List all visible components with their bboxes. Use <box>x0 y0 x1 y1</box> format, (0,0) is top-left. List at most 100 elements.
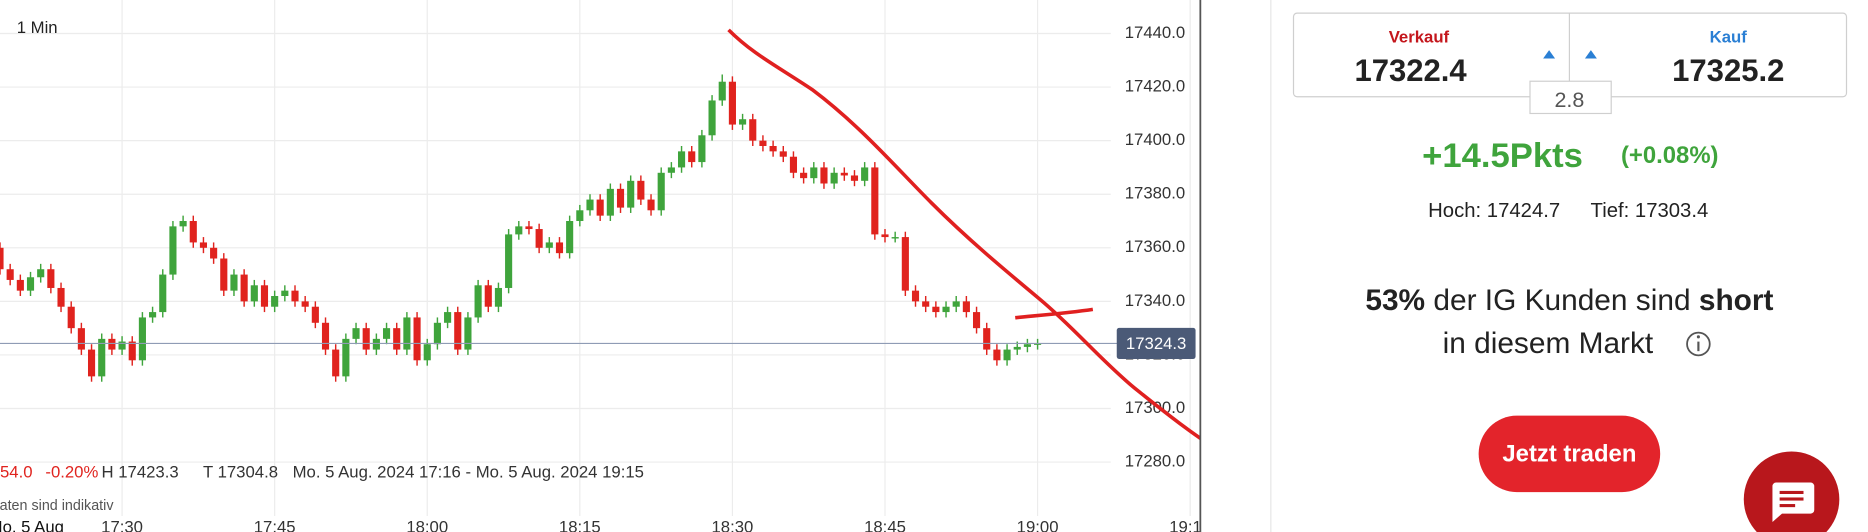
candle-body <box>281 290 289 297</box>
candle-body <box>637 180 645 200</box>
candle-body <box>525 226 533 230</box>
x-tick-label: 18:00 <box>406 517 448 532</box>
candle-body <box>128 341 136 361</box>
candle-body <box>1013 346 1021 350</box>
candle-body <box>789 156 798 173</box>
y-tick-label: 17380.0 <box>1125 184 1185 203</box>
candle-body <box>616 188 625 208</box>
chat-button[interactable] <box>1743 451 1840 532</box>
candle-body <box>199 242 208 248</box>
candle-body <box>210 247 218 259</box>
candle-body <box>840 172 848 176</box>
candle-body <box>423 344 431 361</box>
candle-body <box>830 172 838 184</box>
sentiment-text: der IG Kunden sind <box>1425 284 1699 317</box>
candle-body <box>413 317 421 361</box>
candle-body <box>810 167 818 179</box>
candle-body <box>769 146 777 152</box>
x-tick-label: 17:45 <box>254 517 296 532</box>
candle-body <box>586 199 594 211</box>
candle-body <box>881 234 889 238</box>
buy-label: Kauf <box>1710 28 1748 47</box>
candle-body <box>708 100 716 136</box>
grid <box>0 0 1191 516</box>
candle-body <box>942 306 950 313</box>
candle-body <box>1034 343 1042 345</box>
candle-body <box>596 199 604 216</box>
last-price-label: 17324.3 <box>1126 334 1186 353</box>
candle-body <box>250 285 258 302</box>
sell-price: 17322.4 <box>1354 53 1467 88</box>
candle-body <box>657 172 665 211</box>
arrow <box>1584 50 1597 59</box>
annotation-line <box>727 28 1201 441</box>
candles <box>0 74 1042 382</box>
candle-body <box>688 151 696 163</box>
x-tick-label: 18:15 <box>559 517 601 532</box>
candle-body <box>98 338 106 377</box>
trade-button[interactable]: Jetzt traden <box>1478 415 1661 493</box>
candle-body <box>922 301 930 307</box>
candle-body <box>484 285 492 307</box>
candle-body <box>393 328 401 350</box>
candle-body <box>891 237 899 239</box>
candle-body <box>26 277 35 291</box>
buy-button[interactable]: Kauf 17325.2 <box>1584 28 1784 88</box>
footer-change-pct: -0.20% <box>45 462 98 481</box>
candle-body <box>220 258 228 291</box>
candle-body <box>240 274 248 302</box>
x-tick-label: 19:15 <box>1169 517 1211 532</box>
candle-body <box>576 210 584 222</box>
candle-body <box>698 135 706 163</box>
candle-body <box>464 317 472 350</box>
candle-body <box>474 285 482 318</box>
candle-body <box>1003 349 1011 361</box>
sell-label: Verkauf <box>1389 28 1450 47</box>
candle-body <box>983 328 991 350</box>
y-tick-label: 17420.0 <box>1125 76 1185 95</box>
candle-body <box>932 306 940 313</box>
candle-body <box>57 287 65 307</box>
candle-body <box>362 328 370 350</box>
candle-body <box>850 175 859 181</box>
candle-body <box>1023 344 1031 347</box>
candle-body <box>16 279 24 291</box>
candle-body <box>779 151 787 157</box>
candle-body <box>901 237 909 291</box>
x-tick-label: 18:45 <box>864 517 906 532</box>
candle-body <box>352 328 360 339</box>
candle-body <box>647 199 655 211</box>
candle-body <box>535 229 543 248</box>
candle-body <box>342 338 350 377</box>
candle-body <box>728 81 736 125</box>
x-tick-label: 19:00 <box>1017 517 1059 532</box>
annotation-mark <box>1015 307 1094 320</box>
candle-body <box>271 296 279 307</box>
candle-body <box>759 140 767 147</box>
y-tick-label: 17300.0 <box>1125 398 1185 417</box>
candle-body <box>911 290 920 302</box>
timeframe[interactable]: 1 Min <box>17 18 58 37</box>
sell-button[interactable]: Verkauf 17322.4 <box>1354 28 1556 88</box>
candle-body <box>67 306 75 329</box>
candle-body <box>606 188 614 216</box>
info-icon[interactable] <box>1686 331 1711 357</box>
x-tick-label: 18:30 <box>711 517 753 532</box>
arrow <box>1543 50 1556 59</box>
change: +14.5Pkts <box>1422 137 1583 175</box>
candle-body <box>444 312 452 323</box>
candle-body <box>972 312 981 329</box>
y-tick-label: 17340.0 <box>1125 291 1185 310</box>
candle-body <box>403 317 411 350</box>
candle-body <box>566 221 574 254</box>
candle-body <box>545 242 553 248</box>
footer-change: 54.0 <box>0 462 33 481</box>
candle-body <box>118 341 126 350</box>
candle-body <box>800 172 808 179</box>
quote-panel: Verkauf 17322.4 Kauf 17325.2 2.8 +14.5Pk… <box>1292 12 1848 532</box>
candle-body <box>108 338 116 350</box>
candle-body <box>159 274 167 313</box>
overlay: 17280.017300.017320.017340.017360.017380… <box>0 23 1211 532</box>
